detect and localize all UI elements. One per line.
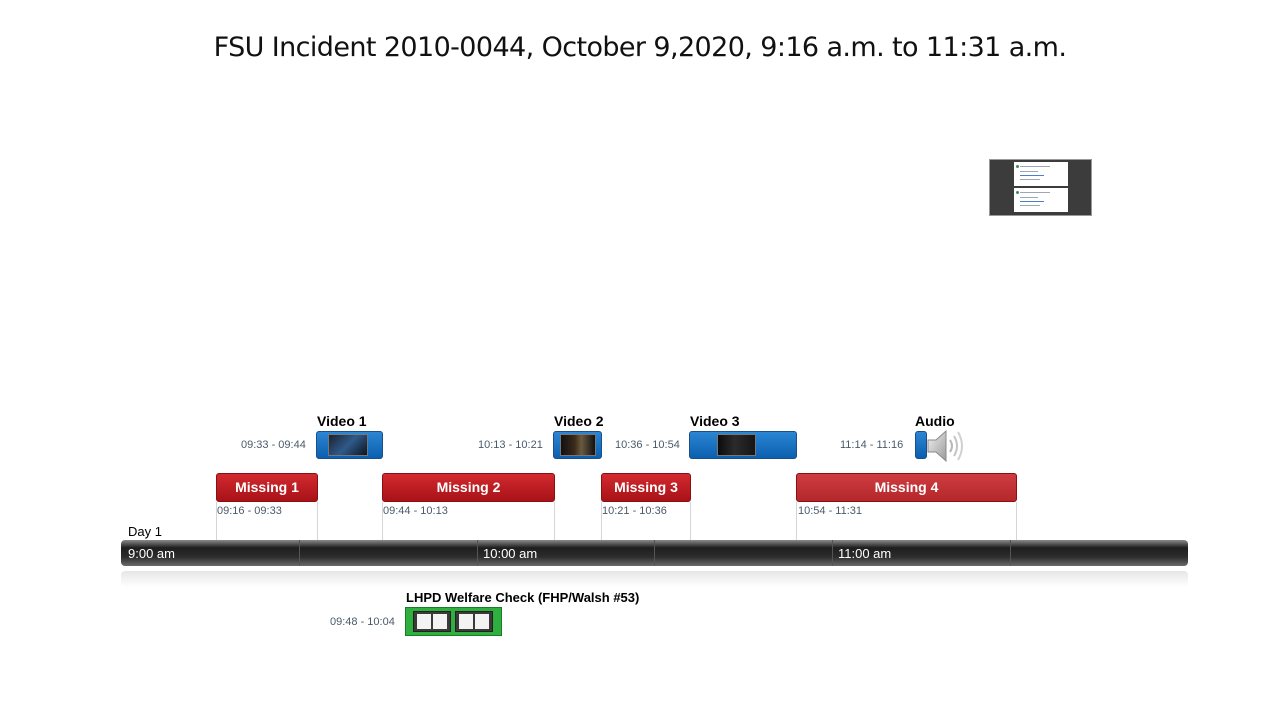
video-1-bar[interactable]	[316, 431, 383, 459]
missing-1-bar[interactable]: Missing 1	[216, 473, 318, 502]
media-time-video-1: 09:33 - 09:44	[241, 439, 306, 451]
media-time-video-2: 10:13 - 10:21	[478, 439, 543, 451]
missing-4-bar[interactable]: Missing 4	[796, 473, 1017, 502]
missing-3-time: 10:21 - 10:36	[602, 505, 667, 517]
audio-bar[interactable]	[915, 431, 927, 459]
video-thumbnail	[560, 434, 596, 456]
guide-line	[690, 502, 691, 540]
guide-line	[554, 502, 555, 540]
welfare-check-bar[interactable]	[405, 607, 502, 636]
axis-label-9am: 9:00 am	[128, 546, 175, 561]
axis-tick	[832, 540, 833, 566]
welfare-check-time: 09:48 - 10:04	[330, 616, 395, 628]
speaker-icon[interactable]	[926, 427, 968, 465]
document-thumbnail	[413, 611, 451, 632]
document-page-2	[1014, 188, 1068, 212]
axis-label-11am: 11:00 am	[838, 546, 892, 561]
guide-line	[601, 502, 602, 540]
welfare-check-label: LHPD Welfare Check (FHP/Walsh #53)	[406, 590, 640, 605]
timeline-axis: 9:00 am 10:00 am 11:00 am	[121, 540, 1188, 566]
missing-1-time: 09:16 - 09:33	[217, 505, 282, 517]
guide-line	[1016, 502, 1017, 540]
document-page-1	[1014, 162, 1068, 186]
media-label-video-3: Video 3	[690, 413, 740, 429]
missing-2-bar[interactable]: Missing 2	[382, 473, 555, 502]
axis-reflection	[121, 571, 1188, 587]
media-label-audio: Audio	[915, 413, 955, 429]
media-label-video-2: Video 2	[554, 413, 604, 429]
document-thumbnail	[455, 611, 493, 632]
guide-line	[216, 502, 217, 540]
media-time-audio: 11:14 - 11:16	[840, 439, 904, 451]
video-2-bar[interactable]	[553, 431, 602, 459]
day-label: Day 1	[128, 524, 162, 539]
missing-2-time: 09:44 - 10:13	[383, 505, 448, 517]
media-label-video-1: Video 1	[317, 413, 367, 429]
video-3-bar[interactable]	[689, 431, 797, 459]
missing-4-time: 10:54 - 11:31	[798, 505, 863, 517]
guide-line	[382, 502, 383, 540]
missing-3-bar[interactable]: Missing 3	[601, 473, 691, 502]
axis-tick	[654, 540, 655, 566]
axis-tick	[1010, 540, 1011, 566]
guide-line	[317, 502, 318, 540]
media-time-video-3: 10:36 - 10:54	[615, 439, 680, 451]
axis-tick	[299, 540, 300, 566]
video-thumbnail	[328, 434, 368, 456]
axis-label-10am: 10:00 am	[483, 546, 538, 561]
axis-tick	[477, 540, 478, 566]
document-thumbnail[interactable]	[989, 159, 1092, 216]
page-title: FSU Incident 2010-0044, October 9,2020, …	[213, 32, 1067, 63]
video-thumbnail	[717, 434, 756, 456]
guide-line	[796, 502, 797, 540]
